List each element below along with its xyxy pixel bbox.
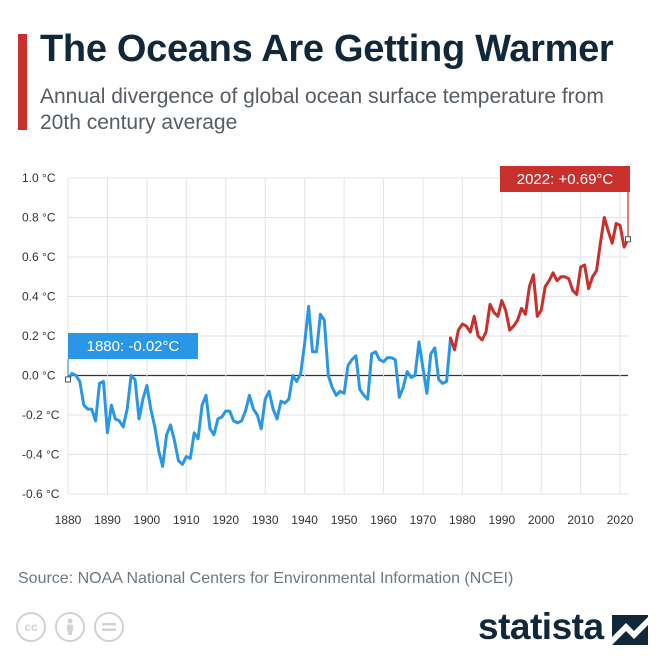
x-axis-ticks: 1880 1890 1900 1910 1920 1930 1940 1950 1960 1970… [55, 513, 634, 527]
y-tick-label: -0.4 °C [22, 448, 60, 462]
series-line-warm [449, 216, 630, 352]
y-tick-label: 0.6 °C [22, 250, 56, 264]
y-tick-label: -0.6 °C [22, 487, 60, 501]
x-tick-label: 1910 [173, 513, 200, 527]
x-tick-label: 1990 [488, 513, 515, 527]
x-tick-label: 1980 [449, 513, 476, 527]
temperature-series [66, 216, 630, 468]
equals-icon[interactable] [94, 612, 124, 642]
annotation-box [68, 333, 198, 359]
annotation-marker [65, 376, 71, 383]
x-tick-label: 1890 [94, 513, 121, 527]
chart-title: The Oceans Are Getting Warmer [40, 28, 614, 70]
statista-logo-icon[interactable] [612, 615, 648, 645]
x-tick-label: 1950 [331, 513, 358, 527]
annotation-label: 2022: +0.69°C [517, 171, 614, 188]
source-note: Source: NOAA National Centers for Enviro… [18, 570, 514, 587]
x-tick-label: 2000 [528, 513, 555, 527]
y-tick-label: 0.2 °C [22, 329, 56, 343]
x-tick-label: 1920 [212, 513, 239, 527]
x-tick-label: 1960 [370, 513, 397, 527]
annotation-box [500, 166, 630, 192]
x-tick-label: 2020 [607, 513, 634, 527]
annotation-label: 1880: -0.02°C [87, 338, 180, 355]
y-tick-label: 0.8 °C [22, 211, 56, 225]
x-tick-label: 2010 [567, 513, 594, 527]
series-line-cool [66, 304, 452, 468]
x-tick-label: 1930 [252, 513, 279, 527]
license-icons: cc [16, 612, 124, 642]
statista-wordmark[interactable]: statista [478, 606, 604, 647]
x-tick-label: 1880 [55, 513, 82, 527]
chart-subtitle: Annual divergence of global ocean surfac… [40, 85, 604, 134]
x-tick-label: 1900 [134, 513, 161, 527]
x-tick-label: 1970 [410, 513, 437, 527]
y-axis-ticks: 1.0 °C 0.8 °C 0.6 °C 0.4 °C 0.2 °C 0.0 °C -0.2… [22, 171, 60, 501]
annotation-marker [625, 236, 631, 243]
chart-grid [67, 177, 628, 495]
y-tick-label: 1.0 °C [22, 171, 56, 185]
chart-annotations: 1880: -0.02°C 2022: +0.69°C [65, 166, 631, 383]
person-icon[interactable] [55, 612, 85, 642]
x-tick-label: 1940 [291, 513, 318, 527]
title-accent-bar [18, 34, 27, 130]
y-tick-label: 0.0 °C [22, 369, 56, 383]
y-tick-label: 0.4 °C [22, 290, 56, 304]
y-tick-label: -0.2 °C [22, 408, 60, 422]
cc-icon[interactable]: cc [16, 612, 46, 642]
